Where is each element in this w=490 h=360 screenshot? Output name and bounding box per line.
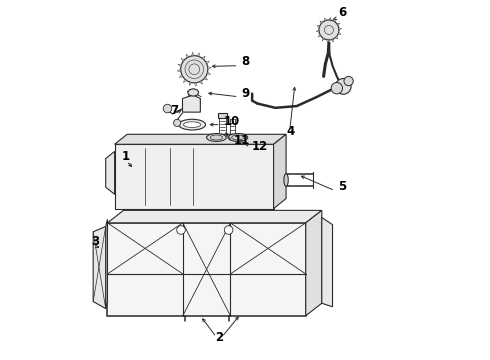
Polygon shape <box>306 210 322 316</box>
Circle shape <box>173 119 181 126</box>
Polygon shape <box>333 19 336 22</box>
Polygon shape <box>207 72 211 75</box>
Polygon shape <box>273 134 286 208</box>
Polygon shape <box>178 64 182 67</box>
Polygon shape <box>337 23 340 26</box>
Text: 8: 8 <box>242 55 250 68</box>
Polygon shape <box>202 56 205 60</box>
Text: 12: 12 <box>251 140 268 153</box>
Polygon shape <box>106 152 115 194</box>
Polygon shape <box>204 77 208 80</box>
Polygon shape <box>316 30 319 32</box>
Circle shape <box>335 78 351 94</box>
Polygon shape <box>115 134 286 144</box>
Polygon shape <box>339 28 342 30</box>
Polygon shape <box>179 75 183 77</box>
Circle shape <box>181 56 208 83</box>
Polygon shape <box>181 58 185 62</box>
Polygon shape <box>318 34 321 37</box>
Polygon shape <box>329 17 331 20</box>
Text: 5: 5 <box>338 180 346 193</box>
Polygon shape <box>331 39 333 42</box>
Circle shape <box>163 104 172 113</box>
Polygon shape <box>183 79 187 82</box>
Ellipse shape <box>179 119 205 130</box>
Text: 10: 10 <box>223 114 240 128</box>
Polygon shape <box>182 95 200 112</box>
Polygon shape <box>324 18 327 21</box>
Text: 4: 4 <box>287 125 295 138</box>
Text: 9: 9 <box>242 87 250 100</box>
Polygon shape <box>320 21 323 24</box>
Circle shape <box>224 226 233 234</box>
Polygon shape <box>338 32 341 34</box>
Text: 7: 7 <box>170 104 178 117</box>
Polygon shape <box>189 82 192 86</box>
Polygon shape <box>107 223 306 316</box>
Polygon shape <box>177 69 181 72</box>
Ellipse shape <box>207 134 226 141</box>
Circle shape <box>177 226 185 234</box>
Polygon shape <box>327 40 329 43</box>
Ellipse shape <box>228 134 247 141</box>
Polygon shape <box>208 67 211 69</box>
Polygon shape <box>107 210 322 223</box>
Circle shape <box>331 82 343 94</box>
Circle shape <box>319 20 339 40</box>
Text: 1: 1 <box>122 150 130 163</box>
Text: 11: 11 <box>234 134 250 147</box>
Ellipse shape <box>284 174 288 186</box>
Polygon shape <box>93 226 106 309</box>
Ellipse shape <box>188 89 198 96</box>
Text: 2: 2 <box>215 332 223 345</box>
Polygon shape <box>192 52 194 56</box>
Polygon shape <box>322 217 333 307</box>
Text: 6: 6 <box>338 6 346 19</box>
Polygon shape <box>199 81 202 84</box>
Polygon shape <box>206 61 209 64</box>
Ellipse shape <box>210 135 222 140</box>
Polygon shape <box>335 36 338 39</box>
Polygon shape <box>106 219 107 309</box>
Text: 3: 3 <box>92 235 99 248</box>
Ellipse shape <box>232 135 244 140</box>
Polygon shape <box>186 54 189 58</box>
Polygon shape <box>322 38 324 41</box>
Polygon shape <box>197 53 199 57</box>
Polygon shape <box>317 26 320 28</box>
Circle shape <box>344 76 353 86</box>
Polygon shape <box>115 144 273 208</box>
Polygon shape <box>218 113 227 118</box>
Polygon shape <box>194 82 197 86</box>
Ellipse shape <box>184 122 201 127</box>
